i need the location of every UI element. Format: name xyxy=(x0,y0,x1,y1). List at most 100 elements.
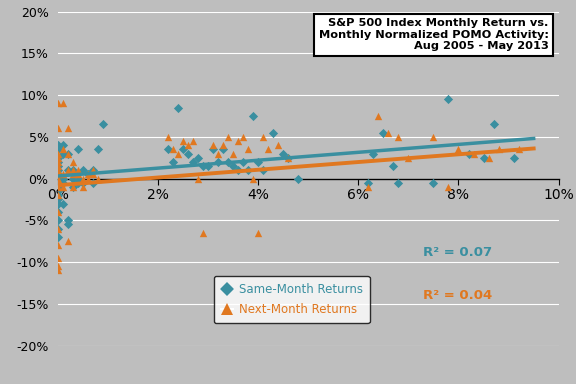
Point xyxy=(83,171,92,177)
Point xyxy=(283,155,293,161)
Point xyxy=(259,167,268,173)
Point xyxy=(63,222,72,228)
Point xyxy=(183,151,192,157)
Point xyxy=(63,217,72,223)
Text: R² = 0.07: R² = 0.07 xyxy=(423,245,492,258)
Point xyxy=(53,184,62,190)
Point xyxy=(73,171,82,177)
Point xyxy=(484,155,493,161)
Point xyxy=(203,163,213,169)
Point xyxy=(259,134,268,140)
Legend: Same-Month Returns, Next-Month Returns: Same-Month Returns, Next-Month Returns xyxy=(214,276,370,323)
Point xyxy=(363,184,373,190)
Point xyxy=(198,230,207,236)
Point xyxy=(53,159,62,165)
Point xyxy=(209,146,218,152)
Point xyxy=(198,163,207,169)
Point xyxy=(394,180,403,186)
Point xyxy=(63,125,72,131)
Point xyxy=(244,167,253,173)
Point xyxy=(489,121,498,127)
Point xyxy=(178,146,187,152)
Point xyxy=(53,226,62,232)
Point xyxy=(188,138,198,144)
Point xyxy=(53,255,62,261)
Point xyxy=(78,180,88,186)
Point xyxy=(363,180,373,186)
Point xyxy=(83,175,92,182)
Point xyxy=(53,151,62,157)
Point xyxy=(53,180,62,186)
Point xyxy=(63,167,72,173)
Point xyxy=(53,155,62,161)
Point xyxy=(188,159,198,165)
Point xyxy=(223,159,233,165)
Point xyxy=(73,146,82,152)
Point xyxy=(183,142,192,148)
Point xyxy=(53,159,62,165)
Point xyxy=(444,184,453,190)
Point xyxy=(514,146,523,152)
Point xyxy=(53,184,62,190)
Point xyxy=(479,155,488,161)
Point xyxy=(53,142,62,148)
Point xyxy=(53,163,62,169)
Point xyxy=(379,129,388,136)
Point xyxy=(454,146,463,152)
Point xyxy=(88,167,97,173)
Point xyxy=(58,184,67,190)
Point xyxy=(173,104,183,111)
Point xyxy=(58,180,67,186)
Point xyxy=(404,155,413,161)
Point xyxy=(244,146,253,152)
Point xyxy=(78,184,88,190)
Point xyxy=(53,171,62,177)
Point xyxy=(53,209,62,215)
Point xyxy=(173,151,183,157)
Point xyxy=(68,167,77,173)
Point xyxy=(58,200,67,207)
Point xyxy=(93,175,103,182)
Point xyxy=(98,121,107,127)
Point xyxy=(53,167,62,173)
Point xyxy=(283,155,293,161)
Point xyxy=(209,142,218,148)
Point xyxy=(53,263,62,269)
Point xyxy=(223,134,233,140)
Point xyxy=(88,180,97,186)
Point xyxy=(429,134,438,140)
Point xyxy=(394,134,403,140)
Point xyxy=(88,167,97,173)
Point xyxy=(53,209,62,215)
Point xyxy=(53,200,62,207)
Point xyxy=(469,151,478,157)
Point xyxy=(63,167,72,173)
Point xyxy=(53,100,62,106)
Point xyxy=(218,142,228,148)
Point xyxy=(58,146,67,152)
Point xyxy=(509,155,518,161)
Point xyxy=(294,175,303,182)
Point xyxy=(253,159,263,165)
Point xyxy=(53,175,62,182)
Point xyxy=(168,146,177,152)
Point xyxy=(178,138,187,144)
Point xyxy=(218,146,228,152)
Point xyxy=(73,180,82,186)
Point xyxy=(58,175,67,182)
Point xyxy=(213,159,222,165)
Point xyxy=(194,175,203,182)
Point xyxy=(53,217,62,223)
Point xyxy=(58,151,67,157)
Point xyxy=(248,175,257,182)
Point xyxy=(53,175,62,182)
Point xyxy=(263,146,272,152)
Point xyxy=(68,171,77,177)
Point xyxy=(369,151,378,157)
Point xyxy=(58,142,67,148)
Point xyxy=(228,151,238,157)
Point xyxy=(233,167,242,173)
Point xyxy=(53,196,62,202)
Point xyxy=(73,167,82,173)
Point xyxy=(53,167,62,173)
